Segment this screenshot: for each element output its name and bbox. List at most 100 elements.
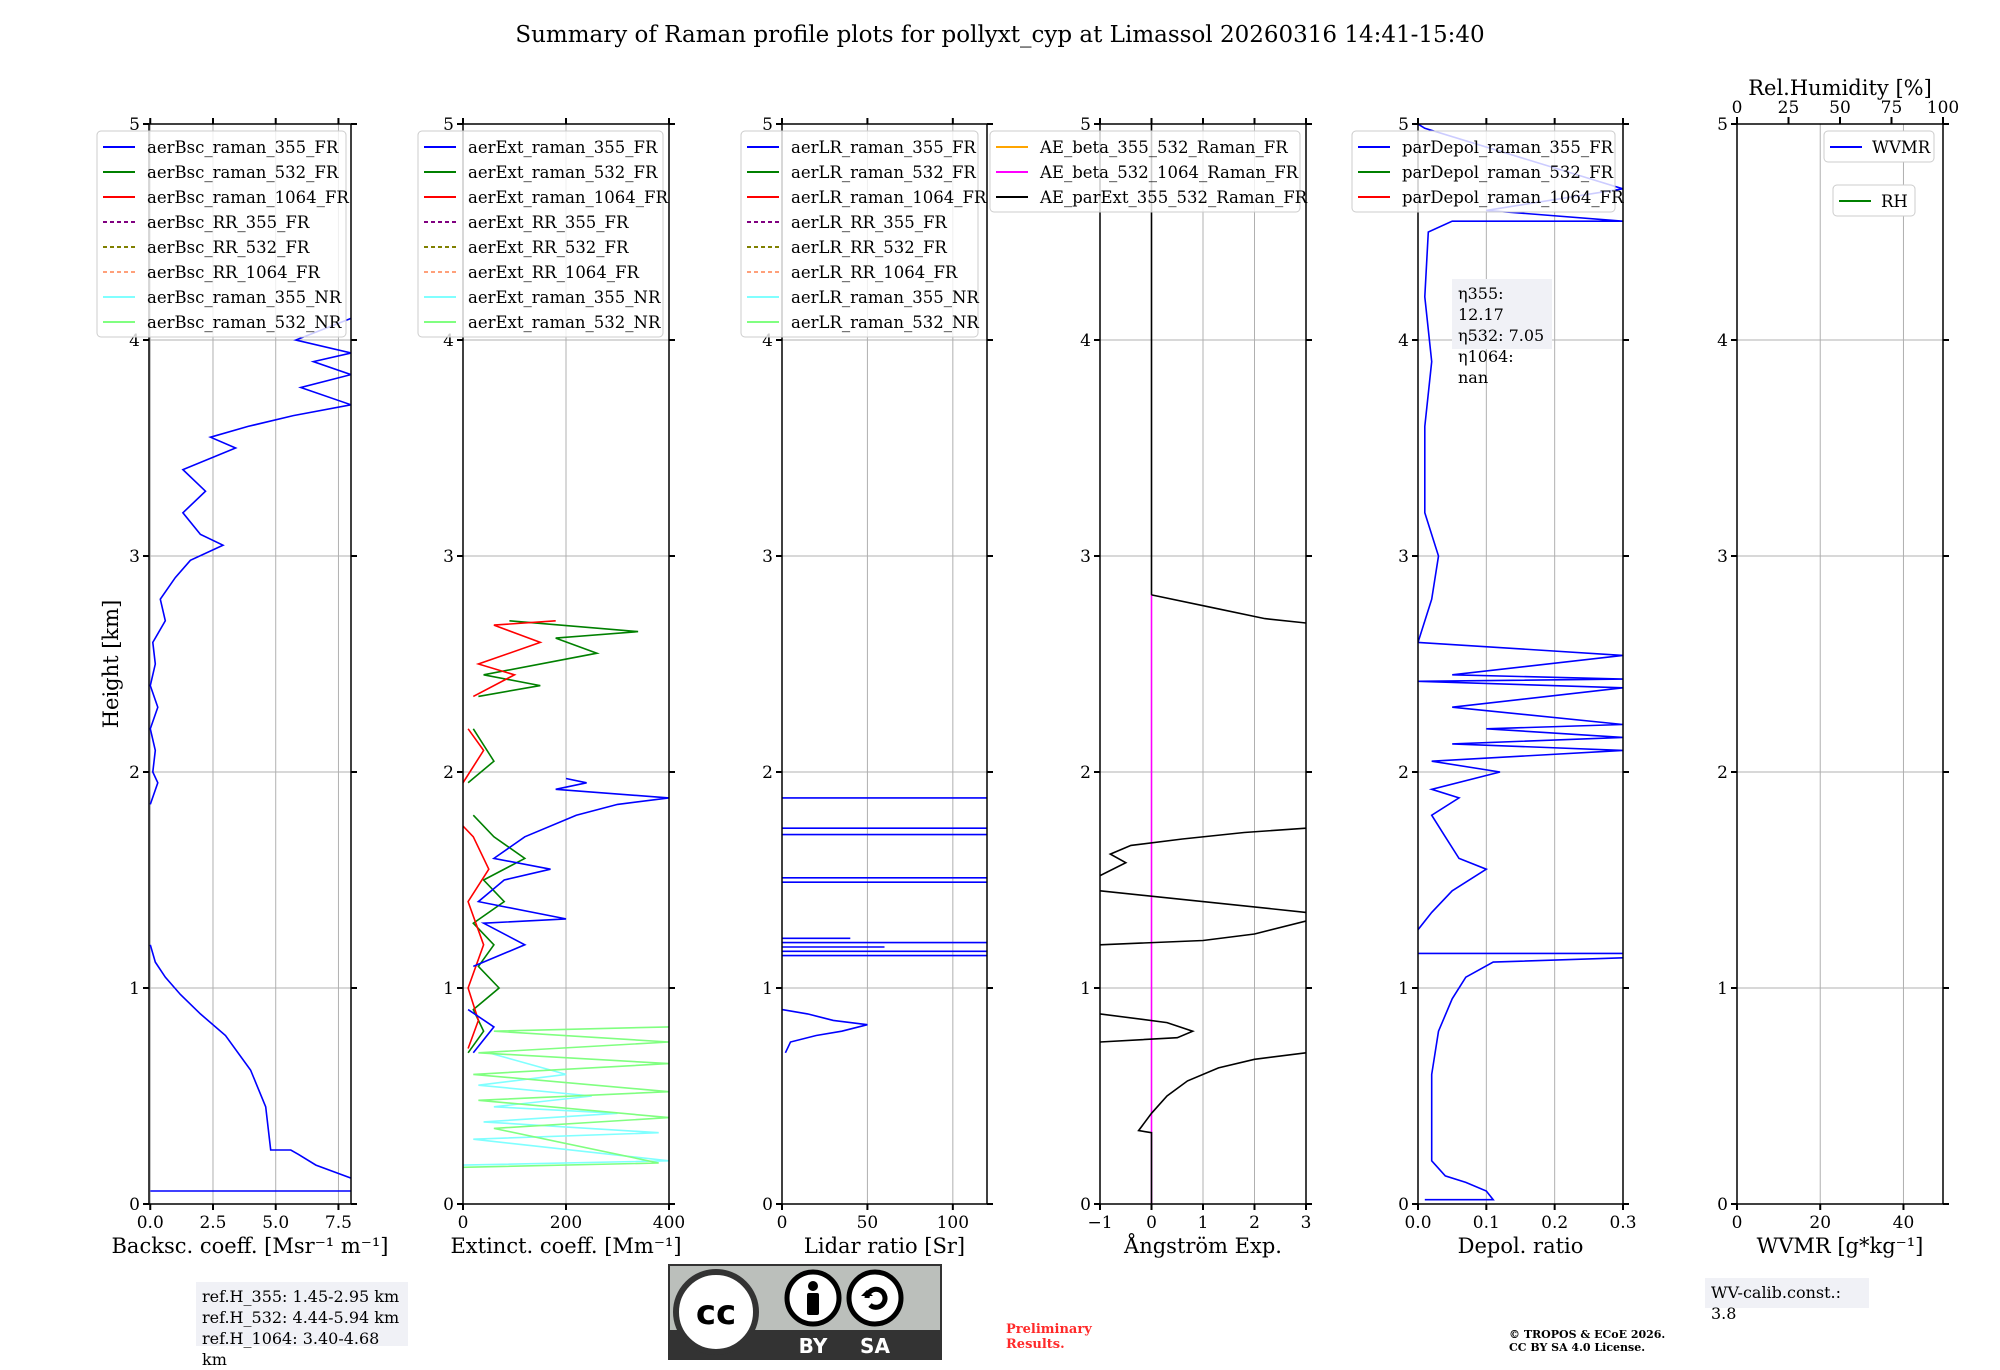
x-tick-label: 2 <box>1249 1213 1260 1233</box>
legend-label: aerLR_RR_532_FR <box>791 238 947 257</box>
x-tick-label: 0 <box>1732 1213 1743 1233</box>
series-line-aerExt_raman_355_FR <box>472 777 669 968</box>
legend-box <box>989 130 1301 213</box>
y-tick-label: 0 <box>129 1195 140 1215</box>
y-tick-label: 4 <box>1080 331 1091 351</box>
y-tick-label: 5 <box>762 115 773 135</box>
legend-label: aerBsc_raman_355_FR <box>147 138 339 157</box>
x-tick-label: 100 <box>937 1213 969 1233</box>
legend-label: aerBsc_RR_532_FR <box>147 238 310 257</box>
legend: parDepol_raman_355_FR parDepol_raman_532_… <box>1351 130 1624 213</box>
y-tick-label: 0 <box>762 1195 773 1215</box>
x-tick-label: 7.5 <box>325 1213 352 1233</box>
x-tick-label: 400 <box>653 1213 685 1233</box>
ref-h-355: ref.H_355: 1.45-2.95 km <box>202 1287 400 1306</box>
y-tick-label: 3 <box>1398 547 1409 567</box>
sa-share-alike-icon <box>846 1269 904 1327</box>
x-axis-label: Depol. ratio <box>1458 1234 1584 1258</box>
y-tick-label: 1 <box>129 979 140 999</box>
y-tick-label: 0 <box>1080 1195 1091 1215</box>
x-tick-label: 3 <box>1301 1213 1312 1233</box>
top-tick-label: 100 <box>1927 98 1959 118</box>
legend-label: parDepol_raman_532_FR <box>1402 163 1614 182</box>
legend-label: aerExt_raman_1064_FR <box>468 188 668 207</box>
series-group <box>782 797 987 1054</box>
x-tick-label: 0 <box>458 1213 469 1233</box>
cc-by-sa-logo: cc BY SA <box>668 1264 942 1360</box>
x-tick-label: 0.0 <box>137 1213 164 1233</box>
y-tick-label: 2 <box>762 763 773 783</box>
eta-532: η532: 7.05 <box>1458 326 1545 345</box>
x-tick-label: 40 <box>1893 1213 1915 1233</box>
top-tick-label: 75 <box>1881 98 1903 118</box>
eta-1064: η1064: nan <box>1458 347 1514 387</box>
copyright-line-2: CC BY SA 4.0 License. <box>1509 1341 1646 1354</box>
x-tick-label: 1 <box>1198 1213 1209 1233</box>
legend: aerExt_raman_355_FR aerExt_raman_532_FRae… <box>417 130 668 338</box>
legend-label: aerBsc_RR_355_FR <box>147 213 310 232</box>
x-tick-label: 200 <box>550 1213 582 1233</box>
x-axis-label: Ångström Exp. <box>1123 1233 1282 1258</box>
y-tick-label: 3 <box>1080 547 1091 567</box>
series-line-parDepol_raman_355_FR <box>1424 957 1623 1201</box>
y-tick-label: 1 <box>1398 979 1409 999</box>
y-tick-label: 3 <box>129 547 140 567</box>
series-line-aerExt_raman_355_FR <box>467 1008 496 1054</box>
panel-3: 0 50 100 0 1 2 3 4 5 Lidar ratio [Sr] aerLR_raman_… <box>740 115 993 1258</box>
y-tick-label: 5 <box>443 115 454 135</box>
legend-box <box>1832 184 1916 217</box>
legend-label: aerBsc_RR_1064_FR <box>147 263 320 282</box>
y-tick-label: 1 <box>443 979 454 999</box>
legend-label: aerExt_RR_1064_FR <box>468 263 640 282</box>
series-line-AE_parExt_355_532_Raman_FR <box>1137 1052 1306 1204</box>
y-tick-label: 4 <box>1398 331 1409 351</box>
y-tick-label: 5 <box>1398 115 1409 135</box>
series-line-aerExt_raman_1064_FR <box>472 620 556 698</box>
legend-box <box>1823 130 1935 163</box>
x-tick-label: 20 <box>1809 1213 1831 1233</box>
reference-height-box: ref.H_355: 1.45-2.95 km ref.H_532: 4.44-… <box>196 1282 408 1369</box>
series-line-aerExt_raman_532_NR <box>463 1026 669 1169</box>
series-line-aerExt_raman_1064_FR <box>463 728 485 784</box>
y-tick-label: 0 <box>443 1195 454 1215</box>
legend-box <box>96 130 347 338</box>
y-tick-label: 5 <box>129 115 140 135</box>
legend-label: aerBsc_raman_355_NR <box>147 288 342 307</box>
legend-label: aerBsc_raman_532_NR <box>147 313 342 332</box>
preliminary-line-1: Preliminary <box>1006 1322 1092 1337</box>
y-tick-label: 4 <box>762 331 773 351</box>
ref-h-532: ref.H_532: 4.44-5.94 km <box>202 1308 400 1327</box>
y-tick-label: 3 <box>443 547 454 567</box>
series-line-AE_parExt_355_532_Raman_FR <box>1100 920 1306 946</box>
y-tick-label: 1 <box>1717 979 1728 999</box>
y-tick-label: 2 <box>1717 763 1728 783</box>
legend-rh: RH <box>1832 184 1916 217</box>
x-tick-label: 0.3 <box>1609 1213 1636 1233</box>
ref-h-1064: ref.H_1064: 3.40-4.68 km <box>202 1329 380 1369</box>
y-tick-label: 3 <box>762 547 773 567</box>
x-axis-label: Lidar ratio [Sr] <box>804 1234 965 1258</box>
top-tick-label: 0 <box>1732 98 1743 118</box>
x-tick-label: 0.1 <box>1473 1213 1500 1233</box>
y-tick-label: 4 <box>129 331 140 351</box>
y-tick-label: 1 <box>1080 979 1091 999</box>
legend-label: parDepol_raman_355_FR <box>1402 138 1614 157</box>
series-line-aerExt_raman_532_FR <box>478 620 639 698</box>
by-label: BY <box>799 1334 828 1358</box>
eta-box: η355: 12.17 η532: 7.05 η1064: nan <box>1452 279 1552 387</box>
x-tick-label: 50 <box>857 1213 879 1233</box>
legend-label: aerLR_raman_355_NR <box>791 288 979 307</box>
axes-frame <box>781 123 988 1205</box>
wv-calib-box: WV-calib.const.: 3.8 <box>1705 1278 1869 1323</box>
series-line-parDepol_raman_355_FR <box>1418 641 1623 931</box>
legend-label: aerExt_raman_532_FR <box>468 163 658 182</box>
panel-1: 0.0 2.5 5.0 7.5 0 1 2 3 4 5 Backsc. coeff. [Msr⁻¹ … <box>96 115 388 1258</box>
legend-label: aerExt_RR_355_FR <box>468 213 629 232</box>
series-line-aerExt_raman_532_FR <box>467 728 495 784</box>
y-tick-label: 5 <box>1717 115 1728 135</box>
legend-label: aerExt_RR_532_FR <box>468 238 629 257</box>
y-tick-label: 0 <box>1398 1195 1409 1215</box>
cc-icon: cc <box>696 1293 736 1333</box>
axes-frame <box>148 123 352 1205</box>
x-axis-label: WVMR [g*kg⁻¹] <box>1757 1234 1924 1258</box>
